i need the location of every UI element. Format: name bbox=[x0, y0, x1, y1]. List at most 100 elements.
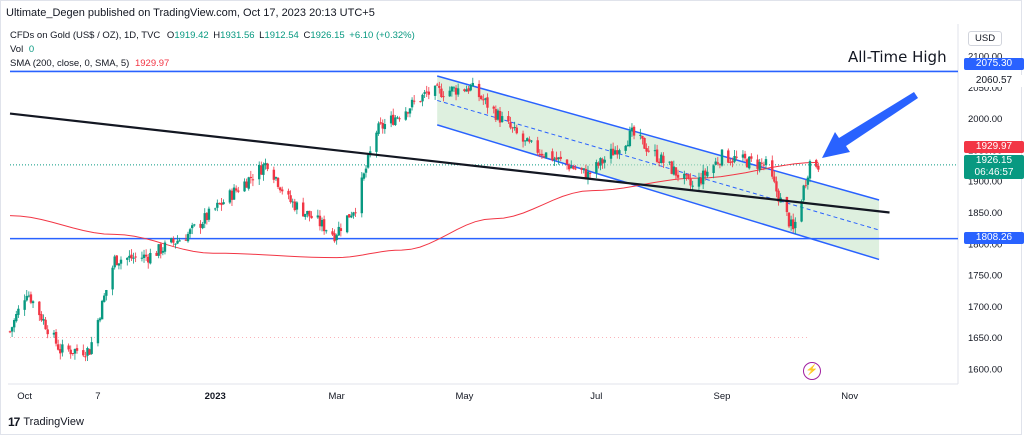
candle-body bbox=[463, 89, 466, 92]
symbol-legend[interactable]: CFDs on Gold (US$ / OZ), 1D, TVC O1919.4… bbox=[10, 30, 415, 41]
candle-body bbox=[128, 255, 131, 258]
candle-body bbox=[628, 130, 632, 146]
candle-body bbox=[266, 163, 269, 170]
candle-body bbox=[764, 159, 768, 166]
candle-body bbox=[333, 233, 336, 242]
candle-body bbox=[205, 212, 209, 221]
candle-body bbox=[559, 156, 562, 159]
candle-body bbox=[802, 185, 805, 201]
candle-body bbox=[670, 161, 673, 174]
candle-body bbox=[452, 87, 456, 89]
tv-logo-icon: 17 bbox=[8, 415, 20, 429]
candle-body bbox=[335, 235, 338, 241]
candle-body bbox=[318, 215, 322, 227]
sma-legend[interactable]: SMA (200, close, 0, SMA, 5) 1929.97 bbox=[10, 58, 169, 69]
last-price-value: 1926.15 bbox=[975, 155, 1013, 166]
candle-body bbox=[689, 178, 692, 186]
candle-body bbox=[611, 148, 615, 156]
candle-body bbox=[741, 154, 745, 158]
candle-body bbox=[410, 99, 414, 108]
candle-body bbox=[389, 115, 393, 124]
candle-body bbox=[806, 177, 810, 185]
candle-body bbox=[492, 106, 495, 109]
candle-body bbox=[291, 201, 294, 203]
candle-body bbox=[641, 135, 644, 139]
candle-body bbox=[467, 88, 470, 92]
candle-body bbox=[350, 215, 353, 218]
candle-body bbox=[482, 99, 485, 101]
candle-body bbox=[479, 96, 483, 100]
candle-body bbox=[657, 161, 661, 163]
candle-body bbox=[773, 176, 776, 182]
candle-body bbox=[90, 342, 93, 354]
flash-icon[interactable]: ⚡ bbox=[803, 362, 821, 380]
candle-body bbox=[170, 238, 173, 243]
candle-body bbox=[660, 154, 663, 164]
candle-body bbox=[184, 239, 188, 241]
vol-value: 0 bbox=[28, 44, 35, 55]
x-tick-label: Mar bbox=[328, 391, 344, 402]
candle-body bbox=[201, 223, 204, 229]
candle-body bbox=[310, 215, 313, 219]
candle-body bbox=[163, 242, 167, 252]
candle-body bbox=[176, 240, 179, 244]
candle-body bbox=[71, 352, 75, 354]
candle-body bbox=[316, 215, 320, 218]
close-label: C bbox=[303, 30, 311, 41]
y-tick-label: 2100.00 bbox=[968, 52, 1002, 63]
candle-body bbox=[540, 153, 544, 156]
sma-value: 1929.97 bbox=[134, 58, 170, 69]
candle-body bbox=[186, 233, 190, 242]
candle-body bbox=[354, 212, 357, 214]
candle-body bbox=[584, 168, 588, 179]
candle-body bbox=[140, 257, 144, 259]
y-tick-label: 1600.00 bbox=[968, 365, 1002, 376]
candle-body bbox=[513, 126, 516, 129]
candle-body bbox=[448, 90, 451, 97]
candle-body bbox=[787, 212, 791, 227]
candle-body bbox=[507, 116, 510, 122]
candle-body bbox=[73, 349, 77, 354]
candle-body bbox=[609, 148, 613, 159]
candle-body bbox=[67, 345, 70, 350]
candle-body bbox=[639, 134, 642, 136]
candle-body bbox=[243, 181, 246, 192]
candle-body bbox=[147, 256, 150, 263]
candle-body bbox=[523, 140, 527, 142]
candle-body bbox=[567, 164, 571, 170]
candle-body bbox=[260, 165, 263, 175]
candle-body bbox=[27, 295, 31, 297]
candle-body bbox=[61, 344, 64, 353]
candle-body bbox=[647, 150, 650, 152]
channel-upper bbox=[436, 75, 880, 201]
candle-body bbox=[44, 319, 47, 330]
candle-body bbox=[103, 295, 106, 302]
candle-body bbox=[132, 257, 135, 259]
candle-body bbox=[599, 158, 602, 166]
candle-body bbox=[59, 349, 62, 354]
candle-body bbox=[586, 171, 590, 179]
candle-body bbox=[668, 161, 671, 163]
candle-body bbox=[712, 165, 715, 174]
candle-body bbox=[117, 263, 121, 266]
symbol-name: CFDs on Gold (US$ / OZ), 1D, TVC bbox=[10, 30, 161, 41]
candle-body bbox=[360, 177, 364, 214]
last-price-tag: 1926.15 06:46:57 bbox=[964, 155, 1024, 179]
candle-body bbox=[775, 181, 778, 192]
tradingview-logo[interactable]: 17 TradingView bbox=[8, 415, 84, 429]
currency-selector[interactable]: USD bbox=[968, 31, 1003, 46]
candle-body bbox=[624, 145, 627, 151]
candle-body bbox=[804, 185, 807, 187]
candle-body bbox=[377, 123, 380, 134]
candle-body bbox=[597, 162, 600, 166]
candle-body bbox=[471, 82, 474, 87]
candle-body bbox=[218, 203, 221, 205]
candle-body bbox=[392, 114, 395, 125]
candle-body bbox=[339, 228, 343, 232]
candle-body bbox=[159, 243, 162, 254]
candle-body bbox=[570, 166, 573, 169]
volume-legend[interactable]: Vol 0 bbox=[10, 44, 34, 55]
publisher-line: Ultimate_Degen published on TradingView.… bbox=[6, 7, 375, 19]
candle-body bbox=[496, 110, 500, 120]
